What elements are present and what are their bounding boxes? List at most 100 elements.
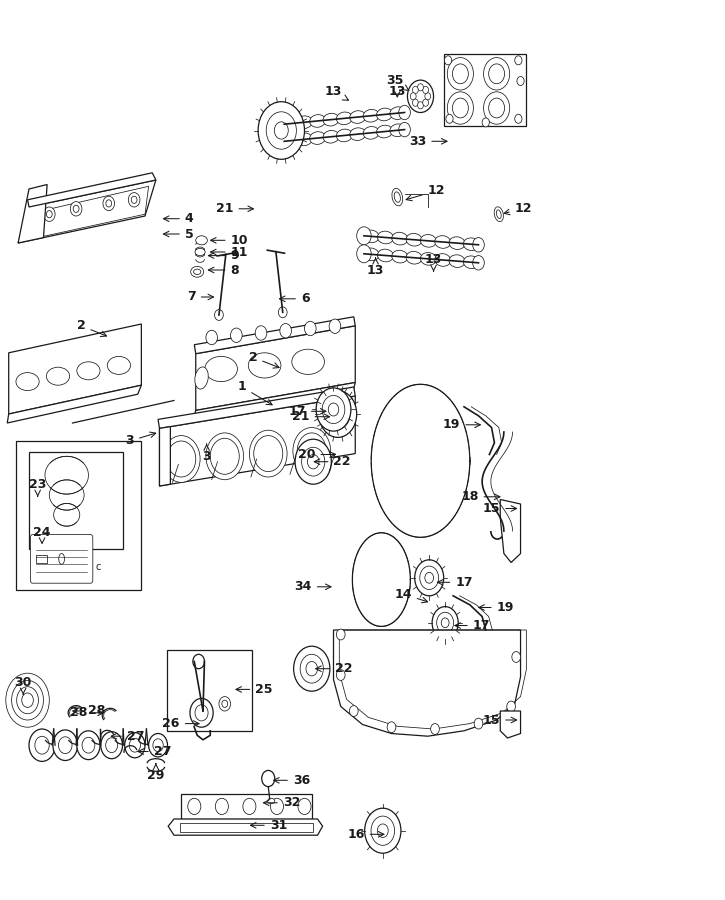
Ellipse shape <box>463 256 479 268</box>
Circle shape <box>297 433 326 469</box>
Circle shape <box>254 436 283 472</box>
Circle shape <box>399 122 410 137</box>
Ellipse shape <box>392 250 407 263</box>
Circle shape <box>489 64 505 84</box>
Text: 2: 2 <box>249 351 279 368</box>
Circle shape <box>125 733 145 758</box>
FancyBboxPatch shape <box>30 535 93 583</box>
Ellipse shape <box>16 373 39 391</box>
Circle shape <box>210 438 239 474</box>
Circle shape <box>425 93 431 100</box>
Text: 32: 32 <box>263 796 300 809</box>
Circle shape <box>219 697 231 711</box>
Text: 18: 18 <box>461 491 500 503</box>
Text: 17: 17 <box>437 576 473 589</box>
Text: 17: 17 <box>455 619 490 632</box>
Circle shape <box>517 76 524 86</box>
Circle shape <box>73 205 79 212</box>
Text: 15: 15 <box>483 502 517 515</box>
Ellipse shape <box>297 116 312 129</box>
Text: 31: 31 <box>250 819 287 832</box>
Circle shape <box>447 58 473 90</box>
Circle shape <box>293 428 331 474</box>
Circle shape <box>484 58 510 90</box>
Text: 2: 2 <box>77 320 107 337</box>
Circle shape <box>322 395 345 424</box>
Ellipse shape <box>497 210 501 219</box>
Circle shape <box>413 86 418 94</box>
Ellipse shape <box>291 349 324 374</box>
Text: 5: 5 <box>163 228 194 240</box>
Circle shape <box>423 86 428 94</box>
Circle shape <box>357 245 371 263</box>
Circle shape <box>44 207 55 221</box>
Circle shape <box>387 722 396 733</box>
Text: 29: 29 <box>147 764 165 782</box>
Ellipse shape <box>310 114 326 127</box>
Circle shape <box>306 662 318 676</box>
Circle shape <box>326 399 350 429</box>
Circle shape <box>12 680 44 720</box>
Text: 27: 27 <box>138 745 171 758</box>
Ellipse shape <box>420 253 436 266</box>
Polygon shape <box>194 382 355 419</box>
Polygon shape <box>158 387 355 428</box>
Ellipse shape <box>406 251 422 264</box>
Circle shape <box>188 798 201 814</box>
Circle shape <box>298 798 311 814</box>
Circle shape <box>231 328 242 343</box>
Ellipse shape <box>390 124 406 137</box>
Ellipse shape <box>323 113 339 126</box>
Ellipse shape <box>195 248 205 256</box>
Circle shape <box>195 705 208 721</box>
Circle shape <box>193 654 204 669</box>
Ellipse shape <box>268 798 275 804</box>
Circle shape <box>319 391 357 437</box>
Circle shape <box>277 115 291 133</box>
Ellipse shape <box>376 125 392 138</box>
Circle shape <box>512 652 521 662</box>
Circle shape <box>278 307 287 318</box>
Ellipse shape <box>378 231 394 244</box>
Polygon shape <box>181 794 312 819</box>
Text: 13: 13 <box>325 86 349 100</box>
Ellipse shape <box>376 108 392 121</box>
Circle shape <box>452 64 468 84</box>
Ellipse shape <box>46 367 70 385</box>
Ellipse shape <box>363 230 379 243</box>
Circle shape <box>190 698 213 727</box>
Circle shape <box>206 433 244 480</box>
Circle shape <box>274 122 289 140</box>
Circle shape <box>489 98 505 118</box>
Circle shape <box>128 193 140 207</box>
Circle shape <box>258 102 304 159</box>
Circle shape <box>423 99 428 106</box>
Circle shape <box>106 200 112 207</box>
Circle shape <box>357 227 371 245</box>
Text: 7: 7 <box>187 291 214 303</box>
Ellipse shape <box>449 255 465 267</box>
Text: c: c <box>95 562 101 572</box>
Text: 34: 34 <box>294 580 331 593</box>
Text: 16: 16 <box>347 828 384 841</box>
Circle shape <box>70 202 82 216</box>
Ellipse shape <box>463 238 479 250</box>
Circle shape <box>329 319 341 334</box>
Ellipse shape <box>363 127 379 140</box>
Circle shape <box>6 673 49 727</box>
Text: 19: 19 <box>443 418 481 431</box>
Ellipse shape <box>336 129 352 142</box>
Ellipse shape <box>392 232 407 245</box>
Circle shape <box>371 816 394 845</box>
Ellipse shape <box>494 207 503 221</box>
Circle shape <box>294 646 330 691</box>
Ellipse shape <box>449 237 465 249</box>
Ellipse shape <box>406 233 422 246</box>
Text: 35: 35 <box>386 75 409 91</box>
Circle shape <box>515 56 522 65</box>
Circle shape <box>332 407 344 421</box>
Ellipse shape <box>310 131 326 144</box>
Ellipse shape <box>194 269 201 274</box>
Ellipse shape <box>394 192 400 202</box>
Ellipse shape <box>363 248 379 261</box>
